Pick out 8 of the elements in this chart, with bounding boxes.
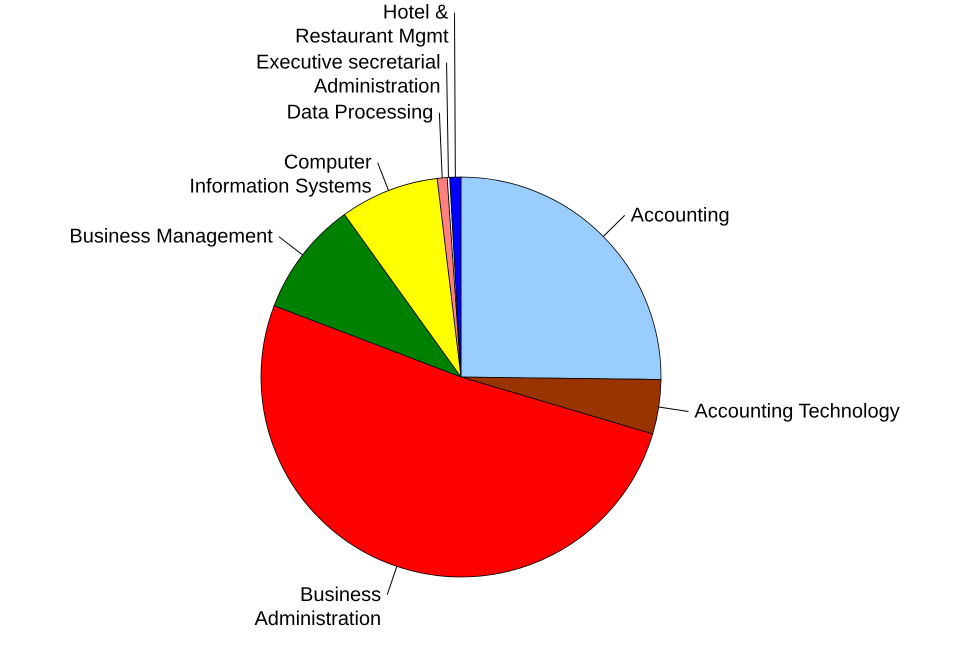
slice-label: Accounting Technology (694, 400, 900, 423)
slice-label: Accounting (630, 204, 730, 226)
slice-label: Executive secretarial Administration (256, 52, 441, 98)
slice-label: Computer Information Systems (189, 152, 372, 198)
slice-label: Hotel & Restaurant Mgmt (295, 2, 450, 48)
slice-label: Business Administration (254, 584, 382, 630)
slice-label: Data Processing (286, 102, 434, 124)
slice-label: Business Management (69, 226, 274, 248)
